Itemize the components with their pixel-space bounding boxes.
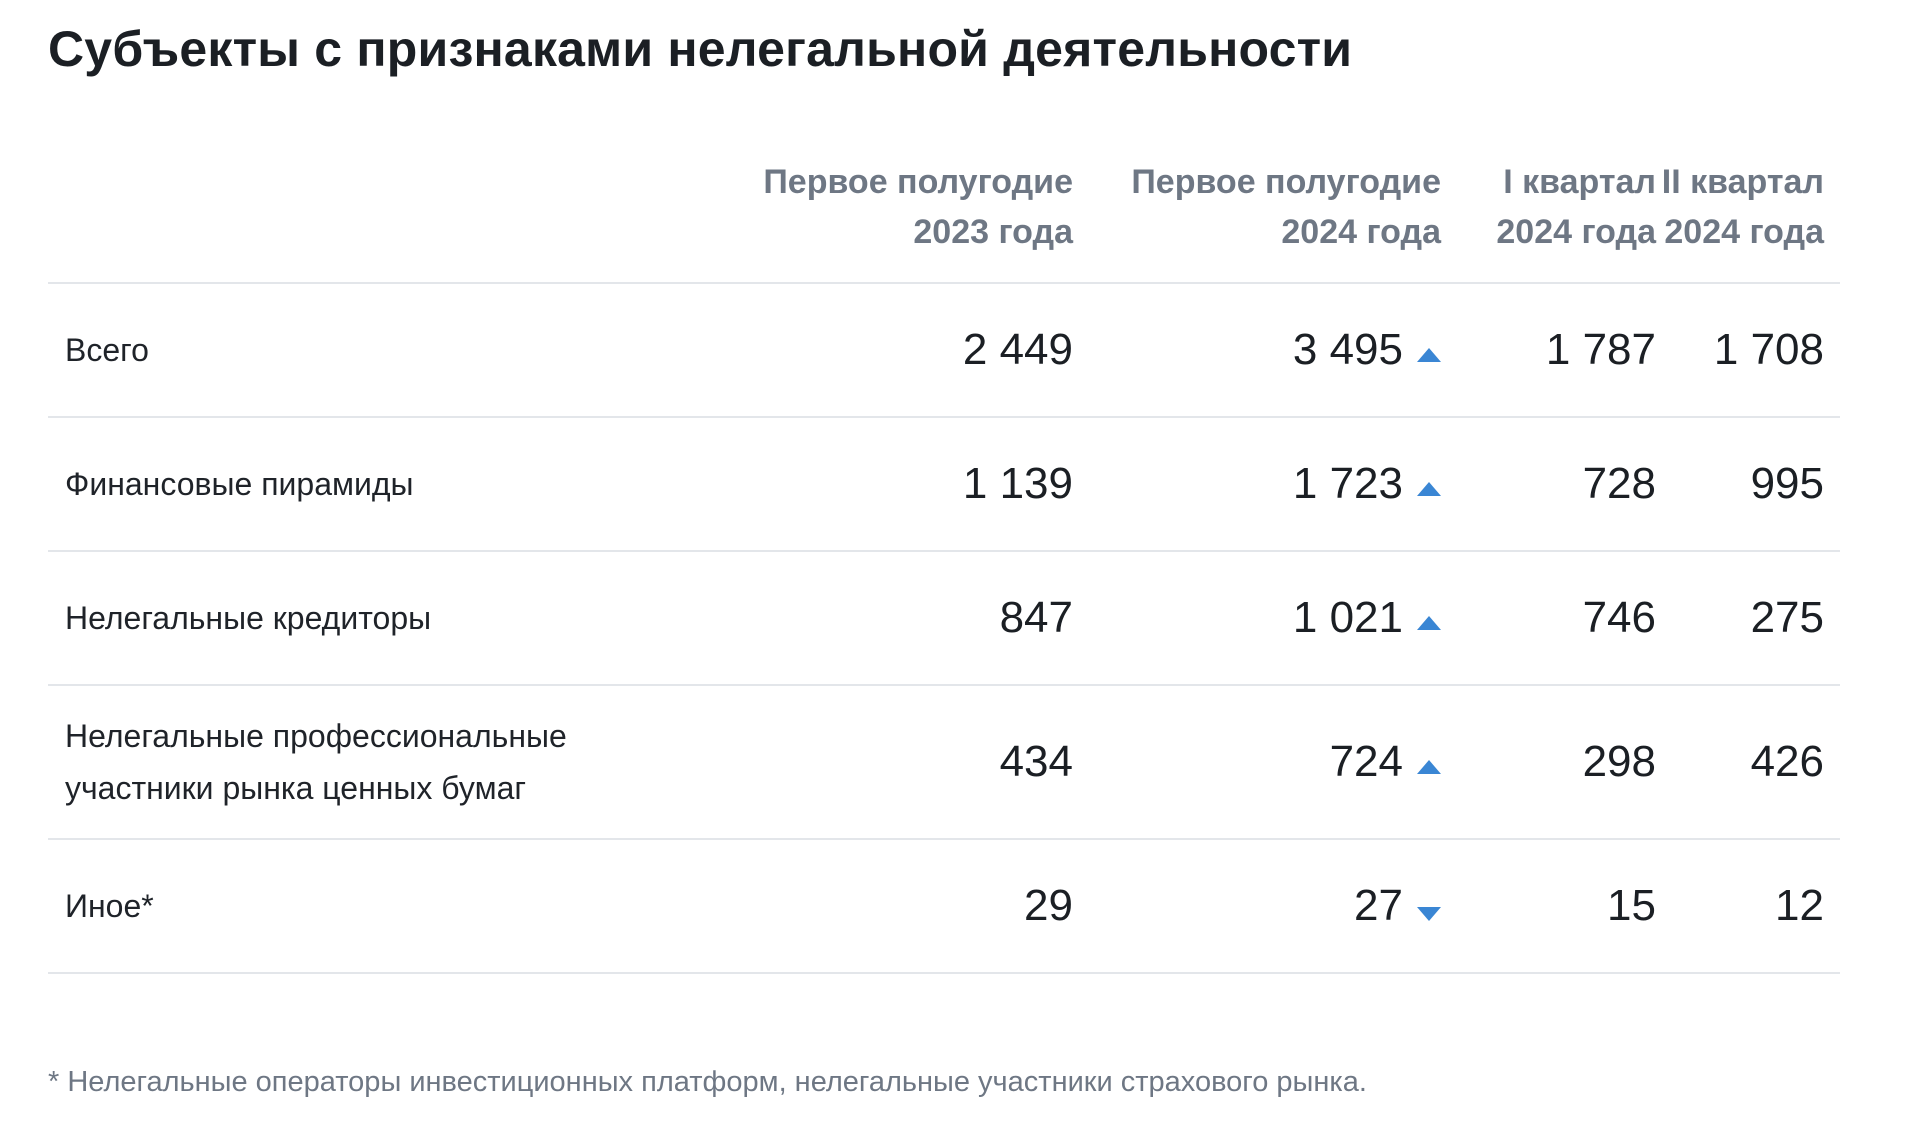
cell-h1-2024: 27 (1073, 839, 1441, 973)
table-row: Финансовые пирамиды 1 139 1 723 728 995 (48, 417, 1840, 551)
triangle-up-icon (1417, 348, 1441, 362)
cell-h1-2023: 434 (999, 737, 1073, 786)
header-h1-2024: Первое полугодие 2024 года (1073, 140, 1441, 284)
cell-q2-2024: 1 708 (1713, 325, 1824, 374)
cell-h1-2024: 1 021 (1073, 551, 1441, 685)
triangle-up-icon (1417, 482, 1441, 496)
cell-h1-2024: 3 495 (1073, 283, 1441, 417)
row-label: Иное* (65, 888, 154, 924)
cell-q2-2024: 275 (1750, 593, 1824, 642)
row-label: Финансовые пирамиды (65, 466, 414, 502)
cell-q1-2024: 298 (1582, 737, 1656, 786)
header-line: Первое полугодие (763, 163, 1073, 201)
row-label: Нелегальные профессиональные участники р… (65, 718, 567, 806)
cell-q2-2024: 426 (1750, 737, 1824, 786)
table-row: Нелегальные профессиональные участники р… (48, 685, 1840, 839)
header-label-column (48, 140, 668, 284)
cell-value: 1 021 (1292, 593, 1403, 642)
stats-table: Первое полугодие 2023 года Первое полуго… (48, 140, 1840, 974)
triangle-up-icon (1417, 760, 1441, 774)
cell-q1-2024: 746 (1582, 593, 1656, 642)
cell-h1-2023: 2 449 (962, 325, 1073, 374)
cell-value: 1 723 (1292, 459, 1403, 508)
page-title: Субъекты с признаками нелегальной деятел… (48, 21, 1353, 77)
header-q1-2024: I квартал 2024 года (1441, 140, 1656, 284)
cell-h1-2024: 724 (1073, 685, 1441, 839)
cell-q1-2024: 1 787 (1545, 325, 1656, 374)
triangle-down-icon (1417, 907, 1441, 921)
triangle-up-icon (1417, 616, 1441, 630)
header-line: 2023 года (913, 213, 1073, 251)
header-q2-2024: II квартал 2024 года (1656, 140, 1840, 284)
table-header-row: Первое полугодие 2023 года Первое полуго… (48, 140, 1840, 284)
cell-q1-2024: 728 (1582, 459, 1656, 508)
header-line: 2024 года (1664, 213, 1824, 251)
table-row: Иное* 29 27 15 12 (48, 839, 1840, 973)
header-line: II квартал (1661, 163, 1824, 201)
header-line: 2024 года (1496, 213, 1656, 251)
table-row: Нелегальные кредиторы 847 1 021 746 275 (48, 551, 1840, 685)
cell-q2-2024: 995 (1750, 459, 1824, 508)
cell-h1-2023: 29 (1024, 881, 1073, 930)
row-label: Нелегальные кредиторы (65, 600, 432, 636)
cell-h1-2023: 847 (999, 593, 1073, 642)
cell-q1-2024: 15 (1607, 881, 1656, 930)
row-label: Всего (65, 332, 149, 368)
cell-h1-2023: 1 139 (962, 459, 1073, 508)
header-line: Первое полугодие (1131, 163, 1441, 201)
header-line: I квартал (1503, 163, 1656, 201)
cell-value: 27 (1354, 881, 1403, 930)
cell-h1-2024: 1 723 (1073, 417, 1441, 551)
cell-q2-2024: 12 (1775, 881, 1824, 930)
footnote: * Нелегальные операторы инвестиционных п… (48, 1066, 1367, 1098)
table-row: Всего 2 449 3 495 1 787 1 708 (48, 283, 1840, 417)
header-line: 2024 года (1281, 213, 1441, 251)
header-h1-2023: Первое полугодие 2023 года (668, 140, 1073, 284)
cell-value: 3 495 (1292, 325, 1403, 374)
cell-value: 724 (1329, 737, 1403, 786)
